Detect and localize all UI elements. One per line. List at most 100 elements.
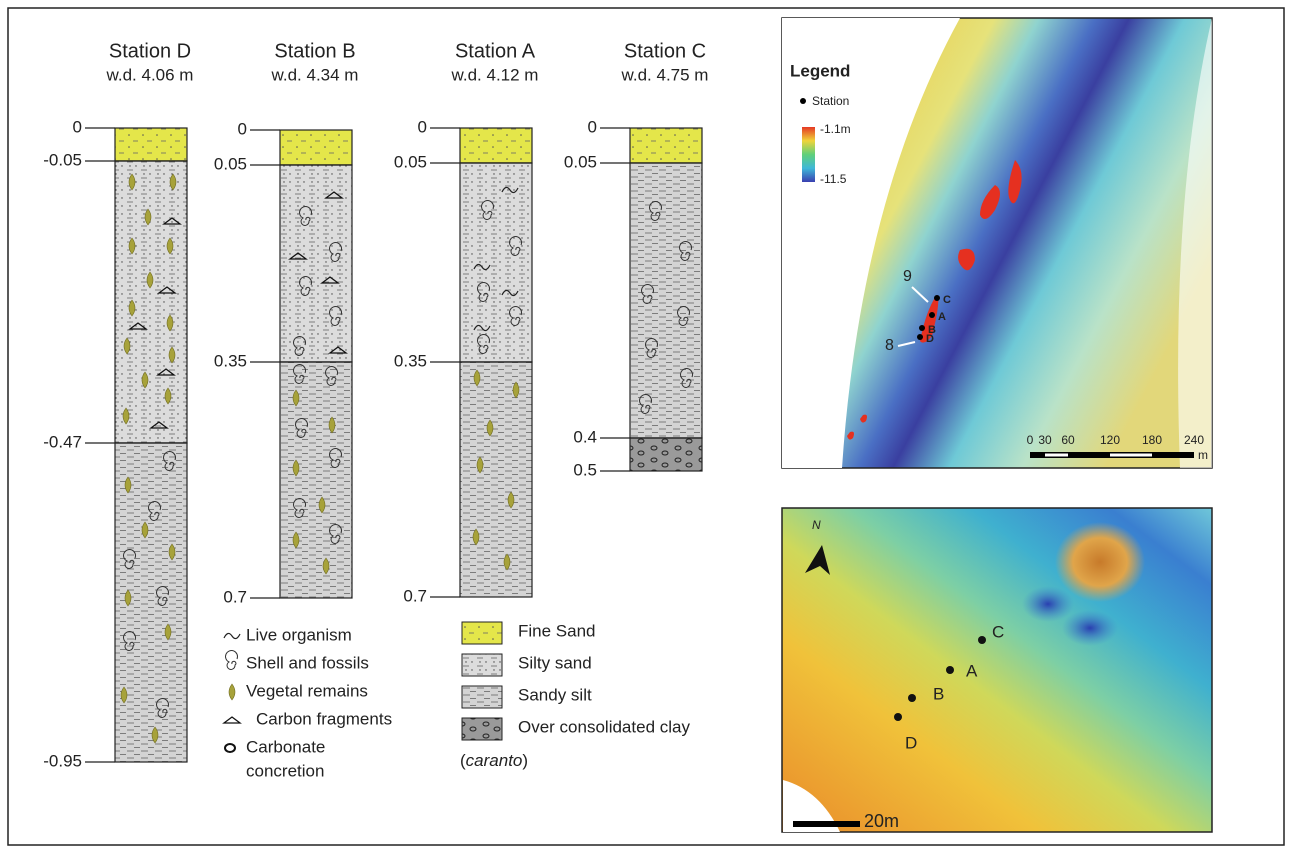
station-dot [894,713,902,721]
station-label: A [938,311,946,323]
marker-label: 8 [885,337,894,354]
scale-tick: 120 [1100,433,1120,447]
lithology-swatch [462,654,502,676]
scale-bar-seg [1045,454,1068,457]
depth-label: 0.5 [573,460,597,479]
station-name: Station D [109,40,191,62]
depth-label: -0.47 [43,432,82,451]
scale-tick: 30 [1038,433,1052,447]
scour [1022,586,1074,622]
scale-label: 20m [864,811,899,831]
station-dot [978,636,986,644]
carbon-symbol [224,717,240,723]
water-depth: w.d. 4.06 m [106,65,194,84]
station-column: Station C w.d. 4.75 m 0 0.05 0.4 0.5 [564,40,709,479]
depth-label: 0 [418,117,427,136]
shell-symbol [226,651,238,670]
scale-tick: 180 [1142,433,1162,447]
depth-label: 0 [588,117,597,136]
layer [280,165,352,362]
symbol-legend-label: Carbon fragments [256,709,392,728]
layer [115,161,187,443]
layer [460,362,532,597]
map-legend-station: Station [812,94,849,108]
note-part: caranto [466,751,523,770]
layer [630,128,702,163]
symbol-legend-label: Carbonate [246,737,325,756]
mound [1055,522,1145,602]
concretion-symbol [225,744,235,752]
station-label: C [943,294,951,306]
figure: Station Dw.d. 4.06 m0-0.05-0.47-0.95Stat… [0,0,1292,853]
layer [115,128,187,161]
color-bar [802,127,815,182]
station-label: A [966,661,978,680]
depth-label: 0.7 [403,586,427,605]
station-dot [929,312,935,318]
marker-label: 9 [903,268,912,285]
layer [280,362,352,598]
scale-unit: m [1198,448,1208,462]
layer [460,163,532,362]
symbol-legend-label: concretion [246,761,324,780]
depth-label: -0.95 [43,751,82,770]
color-bar-max: -1.1m [820,122,851,136]
station-column: Station B w.d. 4.34 m 0 0.05 0.35 0.7 [214,40,359,606]
depth-label: 0.4 [573,427,597,446]
station-column: Station A w.d. 4.12 m 0 0.05 0.35 0.7 [394,40,539,605]
depth-label: 0.05 [214,154,247,173]
lithology-swatch [462,686,502,708]
lithology-label: Over consolidated clay [518,717,690,736]
symbol-legend-label: Shell and fossils [246,653,369,672]
lithology-label: Silty sand [518,653,592,672]
scale-bar [793,821,860,827]
map-legend-title: Legend [790,61,850,80]
lithology-label: Sandy silt [518,685,592,704]
color-bar-min: -11.5 [820,172,847,186]
water-depth: w.d. 4.75 m [621,65,709,84]
map-bottom-bg [782,508,1212,832]
station-dot [908,694,916,702]
depth-label: 0 [238,119,247,138]
legends: Live organism Shell and fossils Vegetal re… [224,621,690,780]
layer [280,130,352,165]
symbol-legend-label: Vegetal remains [246,681,368,700]
lithology-swatch [462,622,502,644]
columns: Station D w.d. 4.06 m 0 -0.05 -0.47 -0.95 Stat… [43,40,708,770]
north-label: N [812,518,821,532]
symbol-legend-label: Live organism [246,625,352,644]
station-dot [917,334,923,340]
station-name: Station A [455,40,536,62]
station-dot [946,666,954,674]
lithology-swatch [462,718,502,740]
station-dot [934,295,940,301]
water-depth: w.d. 4.34 m [271,65,359,84]
scour [1062,610,1118,646]
station-label: D [905,733,917,752]
depth-label: 0.35 [394,351,427,370]
station-name: Station B [274,40,355,62]
live-symbol [224,633,240,638]
lithology-label: Fine Sand [518,621,596,640]
station-column: Station Dw.d. 4.06 m0-0.05-0.47-0.95 [43,40,193,770]
depth-label: 0.05 [564,152,597,171]
vegetal-symbol [229,684,235,700]
station-dot [919,325,925,331]
lithology-note: (caranto) [460,751,528,770]
station-label: D [926,333,934,345]
depth-label: 0.7 [223,587,247,606]
layer [460,128,532,163]
note-part: ) [522,751,528,770]
depth-label: -0.05 [43,150,82,169]
scale-tick: 60 [1061,433,1075,447]
depth-label: 0.05 [394,152,427,171]
scale-tick: 0 [1027,433,1034,447]
depth-label: 0.35 [214,351,247,370]
water-depth: w.d. 4.12 m [451,65,539,84]
station-name: Station C [624,40,706,62]
station-dot [800,98,806,104]
scale-tick: 240 [1184,433,1204,447]
station-label: B [933,684,944,703]
station-label: C [992,622,1004,641]
